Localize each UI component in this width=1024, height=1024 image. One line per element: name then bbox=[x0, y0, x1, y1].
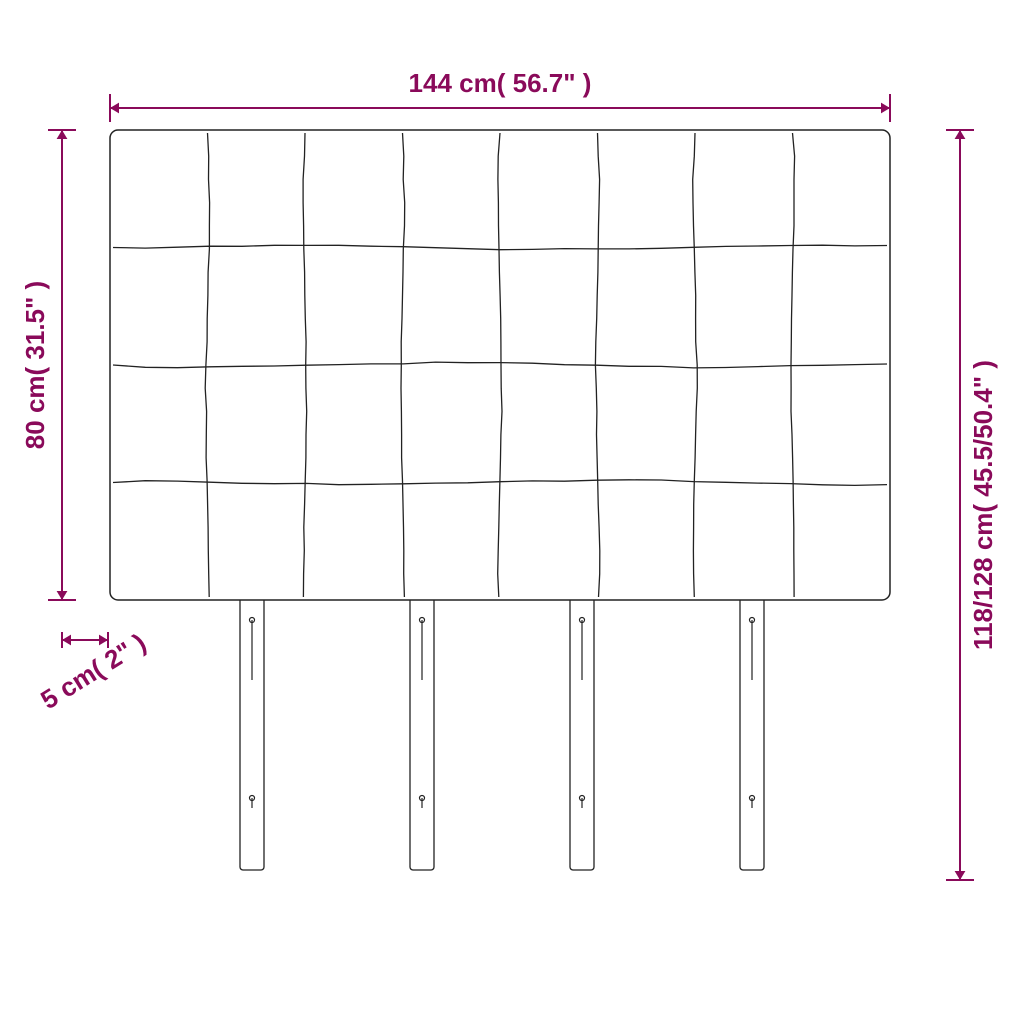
leg bbox=[240, 590, 264, 870]
dim-label-width: 144 cm( 56.7" ) bbox=[409, 68, 592, 98]
headboard-panel bbox=[110, 130, 890, 600]
leg bbox=[740, 590, 764, 870]
dim-label-panel-height: 80 cm( 31.5" ) bbox=[20, 281, 50, 449]
leg bbox=[570, 590, 594, 870]
legs bbox=[240, 590, 764, 870]
leg bbox=[410, 590, 434, 870]
dim-label-total-height: 118/128 cm( 45.5/50.4" ) bbox=[968, 360, 998, 650]
